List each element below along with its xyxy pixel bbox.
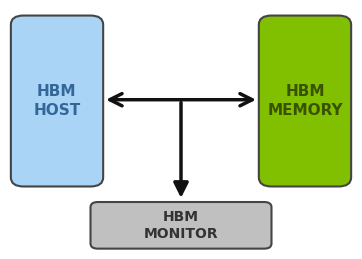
FancyBboxPatch shape bbox=[259, 16, 351, 186]
Text: HBM
MEMORY: HBM MEMORY bbox=[268, 84, 343, 118]
Text: HBM
HOST: HBM HOST bbox=[33, 84, 80, 118]
FancyBboxPatch shape bbox=[11, 16, 103, 186]
Text: HBM
MONITOR: HBM MONITOR bbox=[144, 210, 218, 241]
FancyBboxPatch shape bbox=[90, 202, 272, 249]
